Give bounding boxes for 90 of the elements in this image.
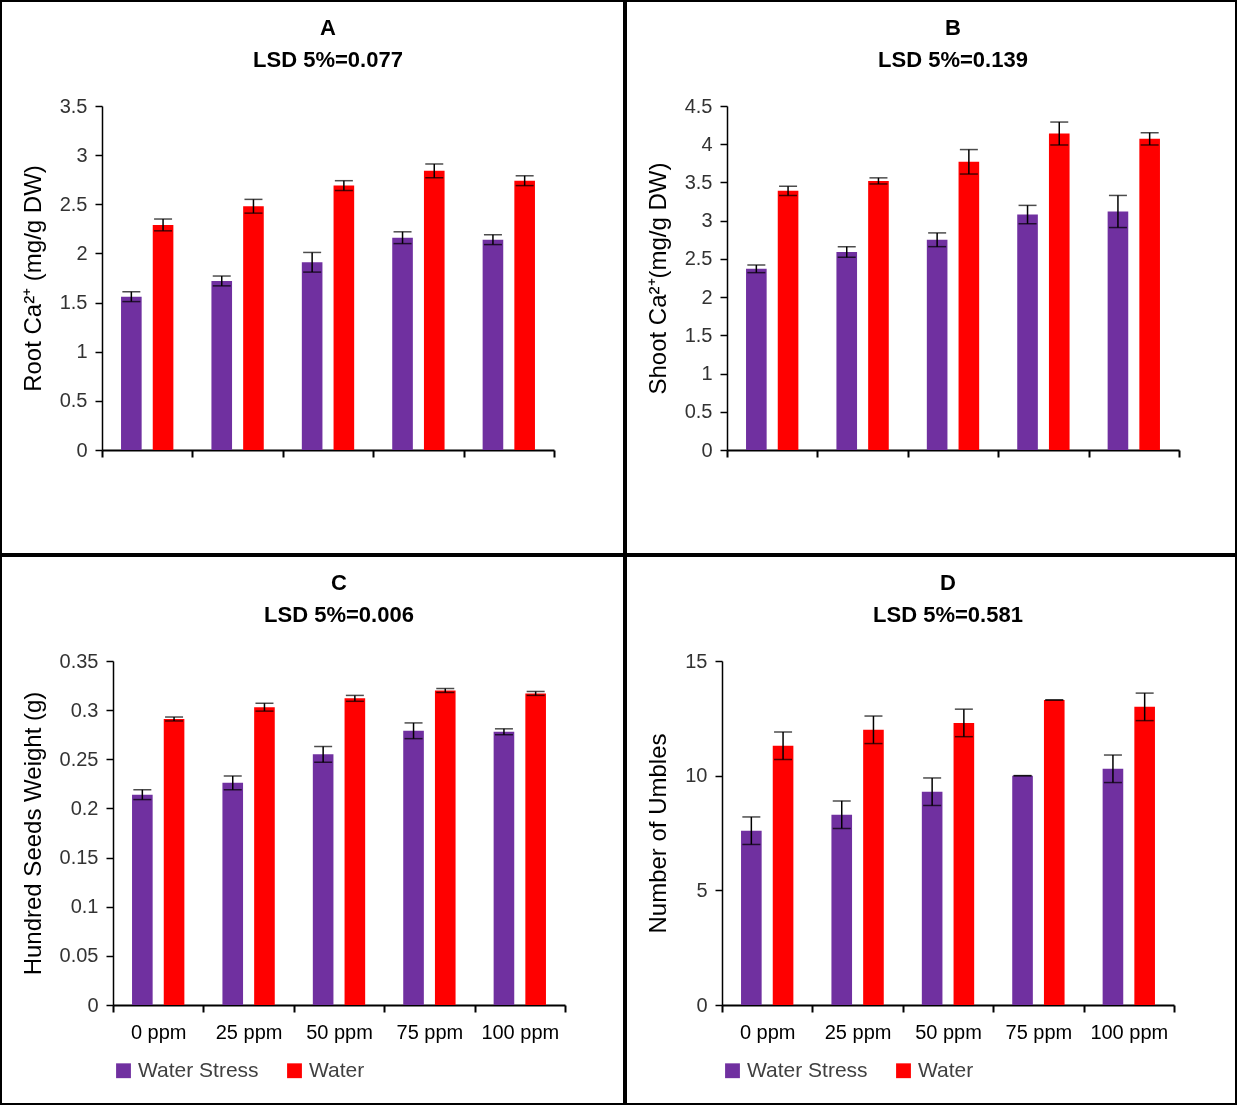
y-tick-label: 0.2 bbox=[70, 796, 99, 819]
legend-label: Water Stress bbox=[138, 1057, 259, 1081]
x-tick-label: 100 ppm bbox=[481, 1020, 560, 1043]
y-tick-label: 0 bbox=[701, 438, 713, 461]
bar bbox=[831, 814, 853, 1005]
y-tick-label: 3 bbox=[701, 209, 713, 232]
chart-title: A bbox=[320, 15, 337, 40]
y-tick-label: 2.5 bbox=[684, 247, 713, 270]
bar bbox=[312, 754, 334, 1005]
y-tick-label: 5 bbox=[696, 878, 708, 901]
y-tick-label: 0 bbox=[76, 438, 88, 461]
y-tick-label: 3.5 bbox=[59, 94, 88, 117]
y-axis-title: Number of Umbles bbox=[644, 733, 672, 934]
bar bbox=[772, 745, 794, 1005]
bar bbox=[301, 262, 323, 450]
y-tick-label: 3.5 bbox=[684, 170, 713, 193]
x-tick-label: 100 ppm bbox=[1090, 1020, 1169, 1043]
bar bbox=[953, 722, 975, 1005]
y-tick-label: 1 bbox=[701, 362, 713, 385]
y-tick-label: 2 bbox=[76, 241, 88, 264]
bar bbox=[132, 794, 153, 1005]
bar bbox=[836, 252, 858, 450]
bar bbox=[211, 280, 233, 450]
bar bbox=[1017, 214, 1038, 450]
chart-subtitle: LSD 5%=0.077 bbox=[253, 47, 403, 72]
y-axis-title: Root Ca²⁺ (mg/g DW) bbox=[18, 165, 46, 392]
bar bbox=[1012, 775, 1033, 1005]
bar bbox=[1043, 699, 1065, 1005]
bar bbox=[958, 161, 980, 450]
legend-label: Water Stress bbox=[747, 1057, 868, 1081]
x-tick-label: 50 ppm bbox=[915, 1020, 982, 1043]
y-tick-label: 2 bbox=[701, 285, 713, 308]
bar bbox=[163, 718, 185, 1005]
y-tick-label: 1 bbox=[76, 340, 88, 363]
bar bbox=[1102, 768, 1124, 1005]
x-tick-label: 25 ppm bbox=[824, 1020, 892, 1043]
bar bbox=[863, 729, 884, 1005]
bar bbox=[243, 206, 264, 450]
x-tick-label: 0 ppm bbox=[739, 1020, 796, 1043]
bar bbox=[777, 190, 799, 450]
x-tick-label: 75 ppm bbox=[1005, 1020, 1073, 1043]
y-tick-label: 0.1 bbox=[70, 895, 99, 918]
y-tick-label: 1.5 bbox=[684, 323, 713, 346]
bar bbox=[392, 237, 413, 450]
bar bbox=[482, 239, 504, 450]
bar bbox=[1139, 138, 1160, 450]
y-tick-label: 2.5 bbox=[59, 192, 88, 215]
bar bbox=[254, 707, 275, 1005]
bar bbox=[921, 791, 943, 1005]
bar bbox=[152, 224, 174, 450]
y-tick-label: 0.5 bbox=[59, 389, 88, 412]
x-tick-label: 0 ppm bbox=[130, 1020, 187, 1043]
bar bbox=[333, 185, 355, 450]
bar bbox=[121, 296, 142, 450]
y-tick-label: 4 bbox=[701, 132, 713, 155]
legend-label: Water bbox=[918, 1057, 974, 1081]
y-tick-label: 10 bbox=[685, 764, 708, 787]
y-tick-label: 0.35 bbox=[59, 649, 99, 672]
y-tick-label: 1.5 bbox=[59, 291, 88, 314]
y-tick-label: 0.5 bbox=[684, 400, 713, 423]
y-tick-label: 0.25 bbox=[59, 747, 99, 770]
bar bbox=[1107, 211, 1129, 450]
bar bbox=[423, 170, 445, 450]
y-tick-label: 0 bbox=[696, 993, 708, 1016]
chart-title: D bbox=[940, 570, 956, 595]
y-tick-label: 0.15 bbox=[59, 846, 99, 869]
chart-subtitle: LSD 5%=0.006 bbox=[264, 602, 414, 627]
chart-subtitle: LSD 5%=0.581 bbox=[873, 602, 1023, 627]
bar bbox=[514, 180, 535, 450]
chart-title: B bbox=[945, 15, 961, 40]
y-axis-title: Hundred Seeds Weight (g) bbox=[18, 691, 46, 976]
bar bbox=[926, 239, 948, 450]
bar bbox=[403, 730, 424, 1005]
bar bbox=[1134, 706, 1155, 1005]
x-tick-label: 25 ppm bbox=[215, 1020, 283, 1043]
x-tick-label: 75 ppm bbox=[396, 1020, 464, 1043]
y-axis-title: Shoot Ca²⁺(mg/g DW) bbox=[643, 162, 671, 395]
y-tick-label: 0.05 bbox=[59, 944, 99, 967]
bar bbox=[741, 830, 762, 1005]
bar bbox=[222, 782, 244, 1005]
y-tick-label: 0.3 bbox=[70, 698, 99, 721]
y-tick-label: 3 bbox=[76, 143, 88, 166]
bar bbox=[1048, 133, 1070, 450]
x-tick-label: 50 ppm bbox=[306, 1020, 373, 1043]
chart-subtitle: LSD 5%=0.139 bbox=[878, 47, 1028, 72]
y-tick-label: 4.5 bbox=[684, 94, 713, 117]
legend-label: Water bbox=[309, 1057, 365, 1081]
y-tick-label: 15 bbox=[685, 649, 708, 672]
chart-title: C bbox=[331, 570, 348, 595]
y-tick-label: 0 bbox=[87, 993, 99, 1016]
